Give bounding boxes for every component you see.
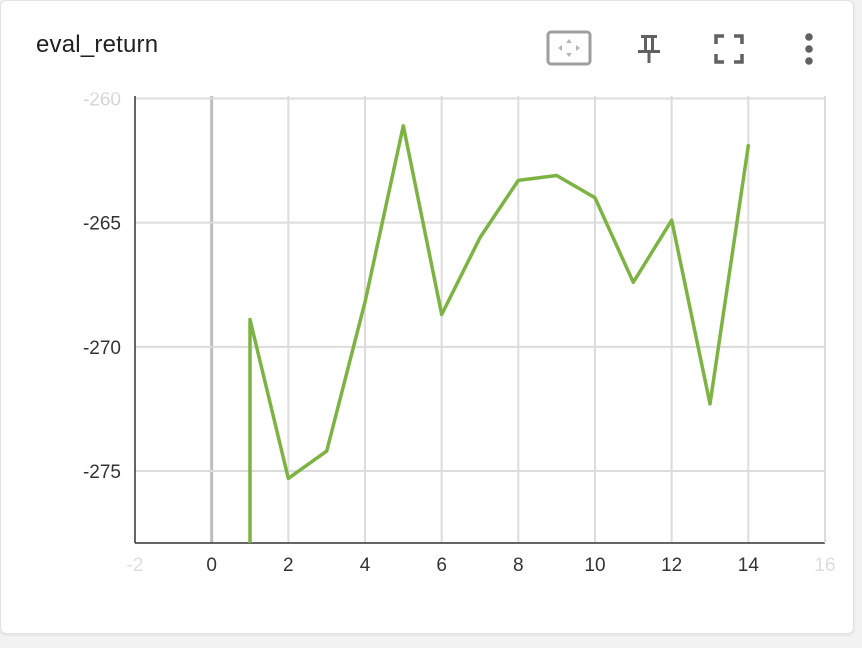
y-tick-label: -270 [83,338,121,359]
fullscreen-icon [714,34,744,64]
chart-title: eval_return [36,31,159,58]
top-label-fade [61,85,131,97]
x-tick-label: 12 [661,555,682,576]
y-tick-label: -265 [83,214,121,235]
more-vert-icon [805,33,813,65]
more-options-button[interactable] [785,29,833,69]
series-line [248,124,751,543]
fit-domain-button[interactable] [545,29,593,69]
series [248,124,751,543]
tick-labels: -2 0 2 4 6 8 10 12 14 16-260-265-270-275 [61,85,836,576]
x-tick-label: 6 [436,555,447,576]
y-tick-label: -275 [83,462,121,483]
x-tick-label: 10 [584,555,605,576]
x-tick-label: 4 [360,555,371,576]
pin-icon [638,35,660,63]
fit-domain-icon [546,30,592,66]
fullscreen-button[interactable] [705,29,753,69]
x-tick-label: 8 [513,555,524,576]
x-tick-label: -2 [127,555,144,576]
x-tick-label: 2 [283,555,294,576]
x-tick-label: 14 [738,555,760,576]
x-tick-label: 0 [206,555,217,576]
pin-button[interactable] [625,29,673,69]
chart-card: eval_return [0,0,854,634]
x-tick-label: 16 [814,555,835,576]
